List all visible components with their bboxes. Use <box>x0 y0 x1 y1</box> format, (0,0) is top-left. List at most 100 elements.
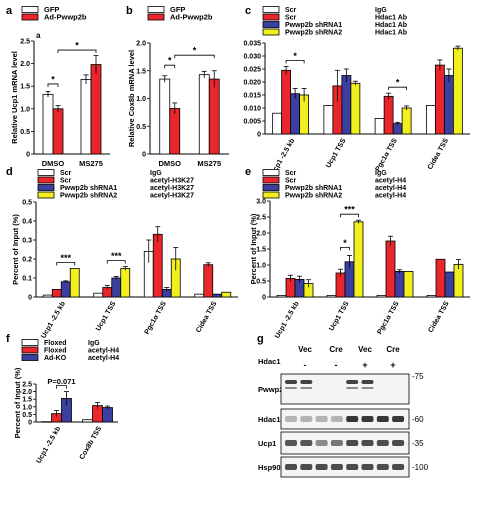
legend-swatch <box>21 6 39 13</box>
legend-label: Pwwp2b shRNA1 <box>60 185 117 192</box>
bar <box>80 79 92 155</box>
bar <box>403 270 414 298</box>
panel-letter-g: g <box>257 333 264 345</box>
legend-label: GFP <box>170 5 185 14</box>
bar <box>443 75 454 135</box>
x-tick-label: Cidea TSS <box>195 300 219 334</box>
legend-label: Scr <box>60 170 72 177</box>
y-tick-label: 2.5 <box>20 39 30 46</box>
bar <box>90 64 102 155</box>
panel-letter-f: f <box>6 333 10 345</box>
blot-band <box>315 416 328 422</box>
y-tick-label: 0 <box>257 132 261 139</box>
blot-band <box>285 440 297 446</box>
legend-label: Pwwp2b shRNA2 <box>285 193 342 200</box>
blot-membrane <box>280 373 410 405</box>
bar <box>426 294 437 298</box>
legend-label: Pwwp2b shRNA2 <box>285 30 342 37</box>
legend-label: acetyl-H3K27 <box>150 178 194 185</box>
bar <box>272 112 283 135</box>
significance-bracket <box>47 83 59 87</box>
legend-swatch <box>21 346 39 354</box>
blot-band <box>346 464 359 470</box>
bar <box>221 291 232 298</box>
bar <box>353 221 364 298</box>
y-tick-label: 0.035 <box>243 41 261 48</box>
legend-swatch <box>21 13 39 21</box>
blot-hdac1-status: - <box>304 360 307 370</box>
bar <box>394 270 405 298</box>
blot-band <box>285 380 297 384</box>
legend-label: acetyl-H4 <box>88 355 119 362</box>
blot-band <box>300 464 313 470</box>
blot-band <box>361 440 374 446</box>
legend-label: acetyl-H4 <box>375 185 406 192</box>
y-tick-label: 1.0 <box>22 404 32 411</box>
bar <box>111 277 122 298</box>
legend-swatch <box>262 176 280 184</box>
blot-band <box>346 416 359 422</box>
significance-label: * <box>396 78 400 88</box>
y-axis-label: Percent of Input (%) <box>11 214 20 285</box>
bar <box>385 240 396 298</box>
y-tick-label: 2.0 <box>136 41 146 48</box>
blot-membrane <box>280 456 410 478</box>
y-tick-label: 0.1 <box>22 276 32 283</box>
y-tick-label: 1.0 <box>20 106 30 113</box>
y-tick-label: 1.5 <box>136 68 146 75</box>
bar <box>323 105 334 135</box>
y-tick-label: 0.005 <box>243 119 261 126</box>
x-tick-label: Ucp1 TSS <box>328 300 351 332</box>
bar <box>326 294 337 298</box>
legend-label: IgG <box>375 170 387 177</box>
significance-bracket <box>340 213 359 218</box>
bar <box>69 268 80 298</box>
y-tick-label: 0.5 <box>22 412 32 419</box>
y-tick-label: 0.2 <box>22 257 32 264</box>
blot-band <box>361 387 374 389</box>
legend-label: acetyl-H4 <box>375 178 406 185</box>
legend-label: Ad-KO <box>44 355 67 362</box>
significance-bracket <box>340 247 350 251</box>
blot-hdac1-row-label: Hdac1 <box>258 357 281 366</box>
bar <box>198 74 210 155</box>
x-tick-label: Cidea TSS <box>427 137 451 171</box>
y-tick-label: 0.010 <box>243 106 261 113</box>
x-tick-label: DMSO <box>159 159 182 168</box>
legend-label: Ad-Pwwp2b <box>170 13 213 22</box>
legend-swatch <box>37 191 55 199</box>
blot-band <box>330 440 343 446</box>
y-tick-label: 0 <box>28 420 32 427</box>
bar <box>212 293 223 298</box>
y-tick-label: 0 <box>142 152 146 159</box>
legend-swatch <box>262 13 280 21</box>
significance-label: * <box>293 51 297 61</box>
bar <box>41 421 52 423</box>
blot-hdac1-status: - <box>335 360 338 370</box>
blot-band <box>346 380 359 384</box>
y-tick-label: 0 <box>28 295 32 302</box>
y-tick-label: 2.0 <box>256 231 266 238</box>
y-tick-label: 0.025 <box>243 67 261 74</box>
legend-label: acetyl-H3K27 <box>150 185 194 192</box>
bar <box>208 78 220 155</box>
legend-label: Hdac1 Ab <box>375 15 407 22</box>
y-tick-label: 2.5 <box>22 382 32 389</box>
blot-band <box>376 416 389 422</box>
legend-label: acetyl-H4 <box>375 193 406 200</box>
blot-band <box>346 440 359 446</box>
y-tick-label: 0.3 <box>22 238 32 245</box>
bar <box>60 281 71 298</box>
significance-bracket <box>164 64 176 69</box>
blot-band <box>346 387 359 389</box>
significance-label: *** <box>60 253 71 263</box>
significance-label: P=0.071 <box>47 377 75 386</box>
significance-bracket <box>285 60 305 64</box>
legend-label: acetyl-H3K27 <box>150 193 194 200</box>
bar <box>452 47 463 135</box>
legend-label: Hdac1 Ab <box>375 30 407 37</box>
panel-letter-a: a <box>6 5 13 17</box>
legend-label: Scr <box>60 178 72 185</box>
significance-label: * <box>51 74 55 84</box>
significance-label: * <box>193 46 197 56</box>
